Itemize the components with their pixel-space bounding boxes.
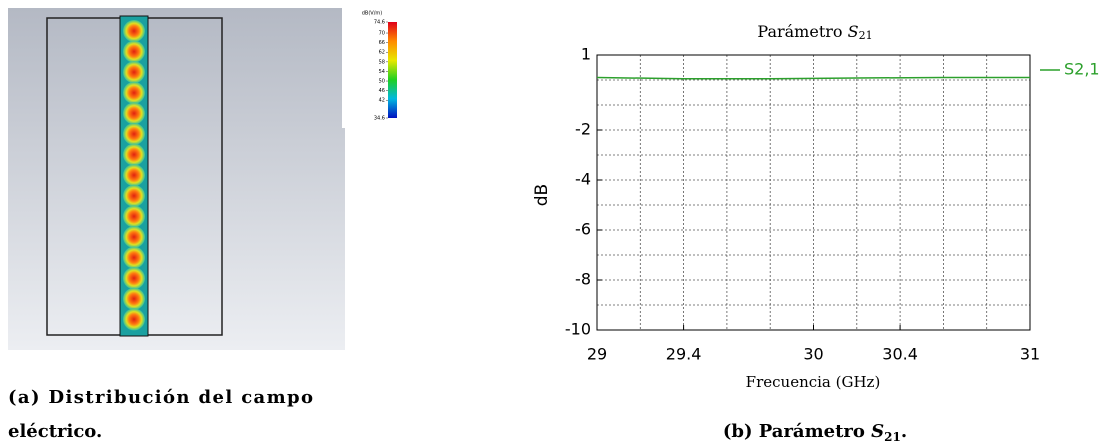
y-tick-label: -8: [575, 270, 591, 289]
y-tick-label: -2: [575, 120, 591, 139]
x-tick-label: 29.4: [666, 345, 702, 364]
field-image: dB(V/m) 74.6 70 66 62 58 54 50 46 42 34.6 (a) Dist…: [8, 8, 408, 442]
field-spot: [123, 20, 145, 42]
x-tick-label: 29: [587, 345, 607, 364]
caption-a-line: eléctrico.: [8, 421, 102, 442]
caption-end: .: [901, 421, 907, 442]
field-spot: [123, 164, 145, 186]
colorbar-tick-label: 46: [379, 88, 385, 94]
field-spot: [123, 288, 145, 310]
colorbar-tick-label: 34.6: [374, 116, 385, 122]
colorbar-tick-label: 50: [379, 79, 385, 85]
title-text: Parámetro: [757, 22, 847, 41]
caption-text: (b) Parámetro: [723, 421, 871, 442]
legend-label: S2,1: [1064, 60, 1100, 79]
x-tick-label: 30.4: [882, 345, 918, 364]
field-spot: [123, 123, 145, 145]
caption-subscript: 21: [884, 430, 901, 444]
field-spot: [123, 102, 145, 124]
colorbar-tick-label: 62: [379, 50, 385, 56]
colorbar-tick-label: 66: [379, 40, 385, 46]
background: [8, 8, 345, 350]
field-spot: [123, 226, 145, 248]
colorbar-panel: [342, 8, 408, 128]
colorbar-tick-label: 42: [379, 98, 385, 104]
field-spot: [123, 82, 145, 104]
colorbar-tick-label: 74.6: [374, 20, 385, 26]
colorbar-tick-label: 54: [379, 69, 385, 75]
y-tick-label: -10: [565, 320, 591, 339]
caption-b: (b) Parámetro S21.: [723, 421, 907, 444]
y-tick-label: -6: [575, 220, 591, 239]
field-spot: [123, 144, 145, 166]
colorbar-tick-label: 70: [379, 31, 385, 37]
title-subscript: 21: [859, 29, 873, 42]
field-spot: [123, 41, 145, 63]
y-axis-label: dB: [532, 184, 552, 206]
page: dB(V/m) 74.6 70 66 62 58 54 50 46 42 34.6 (a) Dist…: [0, 0, 1120, 446]
field-spot: [123, 185, 145, 207]
colorbar-unit: dB(V/m): [362, 11, 383, 17]
chart-title: Parámetro S21: [757, 22, 872, 43]
x-axis-label: Frecuencia (GHz): [746, 373, 881, 391]
caption-symbol: S: [871, 421, 884, 442]
chart: Parámetro S21 dB Frecuencia (GHz) (b) Pa…: [532, 22, 1100, 444]
title-symbol: S: [848, 22, 859, 41]
colorbar-tick-label: 58: [379, 59, 385, 65]
field-spot: [123, 247, 145, 269]
series-line: [597, 78, 1030, 79]
field-spot: [123, 61, 145, 83]
x-tick-label: 30: [803, 345, 823, 364]
figure: dB(V/m) 74.6 70 66 62 58 54 50 46 42 34.6 (a) Dist…: [0, 0, 1120, 446]
y-tick-label: -4: [575, 170, 591, 189]
field-spot: [123, 308, 145, 330]
field-spot: [123, 267, 145, 289]
field-spot: [123, 205, 145, 227]
caption-a-line: (a) Distribución del campo: [8, 387, 313, 408]
y-tick-label: 1: [581, 45, 591, 64]
x-tick-label: 31: [1020, 345, 1040, 364]
colorbar: [388, 22, 397, 118]
